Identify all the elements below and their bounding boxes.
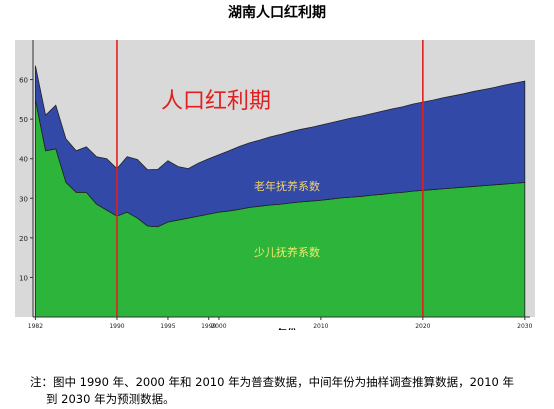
footnote-line-2: 到 2030 年为预测数据。 bbox=[46, 392, 175, 406]
x-tick-label: 1990 bbox=[109, 323, 124, 330]
annotation-child: 少儿抚养系数 bbox=[254, 245, 320, 259]
footnote-line-1: 注：图中 1990 年、2000 年和 2010 年为普查数据，中间年份为抽样调… bbox=[30, 375, 514, 389]
y-tick-label: 40 bbox=[19, 156, 28, 164]
y-tick-label: 30 bbox=[19, 195, 28, 203]
x-axis-label: 年份 bbox=[277, 327, 298, 330]
annotation-elderly: 老年抚养系数 bbox=[254, 179, 320, 193]
chart-title: 湖南人口红利期 bbox=[228, 5, 326, 21]
x-tick-label: 1995 bbox=[160, 323, 175, 330]
annotation-dividend: 人口红利期 bbox=[161, 89, 271, 114]
x-tick-label: 2010 bbox=[313, 323, 328, 330]
footnote: 注：图中 1990 年、2000 年和 2010 年为普查数据，中间年份为抽样调… bbox=[30, 374, 540, 408]
y-tick-label: 60 bbox=[19, 77, 28, 85]
reference-lines bbox=[116, 40, 424, 317]
x-tick-label: 1999 bbox=[201, 323, 216, 330]
x-tick-label: 1982 bbox=[28, 323, 43, 330]
y-tick-label: 20 bbox=[19, 235, 28, 243]
x-tick-label: 2000 bbox=[211, 323, 226, 330]
x-tick-label: 2020 bbox=[415, 323, 430, 330]
x-tick-label: 2030 bbox=[517, 323, 532, 330]
y-tick-label: 10 bbox=[19, 274, 28, 282]
area-group bbox=[34, 65, 526, 318]
area-series-elderly bbox=[34, 65, 526, 228]
y-tick-label: 50 bbox=[19, 116, 28, 124]
